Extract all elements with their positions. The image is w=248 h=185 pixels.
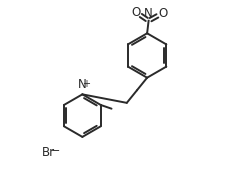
Text: Br: Br [42, 146, 55, 159]
Text: N: N [144, 7, 153, 20]
Text: O: O [158, 7, 168, 20]
Text: −: − [51, 146, 61, 156]
Text: +: + [82, 79, 91, 89]
Text: O: O [131, 6, 140, 19]
Text: N: N [78, 78, 87, 91]
